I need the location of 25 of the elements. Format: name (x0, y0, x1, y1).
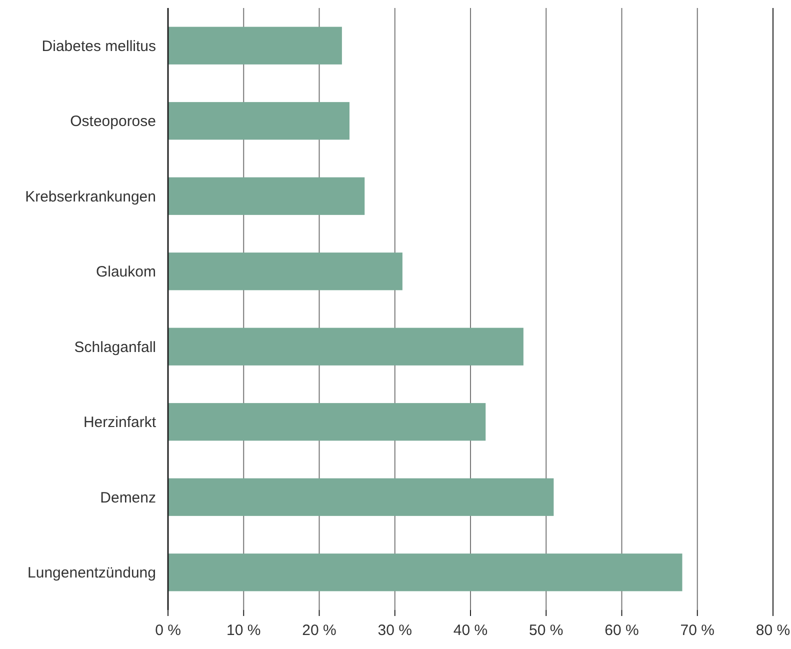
bar (168, 252, 402, 290)
y-tick-label: Demenz (100, 489, 156, 506)
x-tick-label: 0 % (155, 622, 181, 639)
x-tick-label: 70 % (680, 622, 714, 639)
x-tick-label: 10 % (226, 622, 261, 639)
x-tick-label: 20 % (302, 622, 336, 639)
x-tick-label: 40 % (453, 622, 488, 639)
x-tick-label: 30 % (378, 622, 412, 639)
y-tick-label: Lungenentzündung (28, 564, 156, 582)
bar (168, 403, 486, 441)
bar (168, 328, 524, 366)
y-tick-label: Krebserkrankungen (25, 188, 156, 206)
y-tick-label: Glaukom (96, 264, 156, 281)
x-tick-label: 60 % (604, 622, 639, 639)
x-tick-label: 80 % (756, 622, 790, 639)
bar (168, 177, 365, 215)
y-tick-label: Herzinfarkt (83, 414, 157, 432)
y-tick-label: Diabetes mellitus (42, 38, 156, 55)
y-tick-label: Schlaganfall (74, 338, 156, 356)
bar (168, 102, 350, 140)
bar (168, 478, 554, 516)
bar (168, 26, 342, 64)
bar (168, 554, 682, 592)
x-tick-label: 50 % (529, 622, 564, 639)
y-tick-label: Osteoporose (70, 113, 156, 130)
